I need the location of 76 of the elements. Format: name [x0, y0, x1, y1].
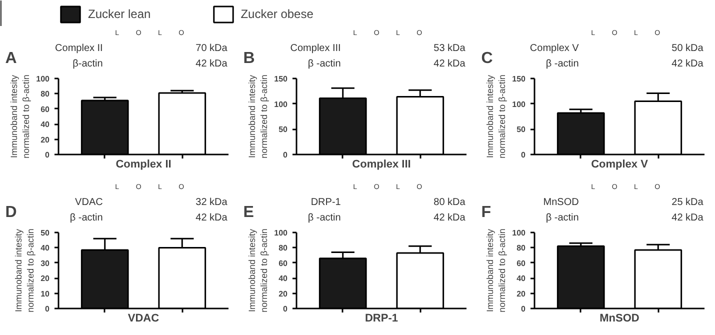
y-axis-title: Immunoband intesity normalized to β-actin [485, 74, 508, 158]
y-tick-label: 150 [512, 74, 526, 84]
chart-title: B [243, 50, 255, 68]
legend-label: Zucker obese [240, 7, 314, 21]
text: 25 kDa [672, 197, 704, 208]
y-tick-label: 80 [40, 90, 50, 99]
legend-label: Zucker lean [88, 7, 151, 21]
text: 42 kDa [672, 212, 704, 224]
y-tick-label: 40 [40, 120, 50, 130]
text: 42 kDa [434, 58, 466, 70]
text: 42 kDa [196, 58, 228, 70]
x-axis-title: Complex III [352, 158, 411, 170]
x-axis-title: Complex V [591, 158, 649, 170]
y-tick-label: 20 [516, 289, 526, 298]
y-tick-label: 60 [278, 258, 288, 268]
y-tick-label: 60 [516, 258, 526, 268]
chart-title: C [481, 50, 494, 68]
y-tick-label: 80 [516, 244, 526, 253]
text: β-actin [72, 58, 103, 70]
y-tick-label: 0 [45, 304, 50, 314]
y-axis-title: Immunoband intesity normalized to β-actin [247, 228, 270, 312]
text: 53 kDa [434, 43, 466, 54]
text: 70 kDa [196, 43, 228, 54]
y-tick-label: 30 [40, 258, 50, 268]
text: Complex III [290, 43, 341, 54]
y-axis-title: Immunoband intesity normalized to β-actin [247, 74, 270, 158]
text: β -actin [546, 58, 579, 70]
y-tick-label: 100 [512, 228, 526, 238]
text: DRP-1 [310, 197, 342, 208]
y-tick-label: 50 [278, 125, 288, 134]
y-tick-label: 40 [40, 244, 50, 253]
y-tick-label: 0 [45, 150, 50, 160]
y-tick-label: 50 [516, 125, 526, 134]
x-axis-title: Complex II [116, 158, 172, 170]
y-tick-label: 100 [36, 74, 50, 84]
x-axis-title: DRP-1 [364, 312, 398, 324]
y-tick-label: 60 [40, 104, 50, 114]
y-tick-label: 0 [521, 304, 526, 314]
text: 42 kDa [672, 58, 704, 70]
y-tick-label: 80 [278, 244, 288, 253]
y-axis-title: Immunoband intesity normalized to β-actin [14, 228, 36, 312]
y-tick-label: 40 [278, 274, 288, 284]
chart-title: D [5, 204, 17, 222]
text: β -actin [70, 212, 103, 224]
text: 32 kDa [196, 197, 228, 208]
text: 80 kDa [434, 197, 466, 208]
text: 42 kDa [434, 212, 466, 224]
chart-title: A [5, 50, 18, 68]
y-tick-label: 20 [278, 289, 288, 298]
y-tick-label: 40 [516, 274, 526, 284]
y-tick-label: 100 [274, 100, 288, 109]
y-tick-label: 100 [274, 228, 288, 238]
text: β -actin [308, 58, 341, 70]
x-axis-title: MnSOD [600, 312, 640, 324]
y-tick-label: 20 [40, 135, 50, 144]
text: VDAC [75, 197, 103, 208]
text: β -actin [308, 212, 341, 224]
chart-title: E [243, 204, 254, 222]
y-tick-label: 10 [40, 289, 50, 298]
y-axis-title: Immunoband intesity normalized to β-actin [9, 74, 32, 158]
y-tick-label: 0 [283, 150, 288, 160]
y-tick-label: 50 [40, 228, 50, 238]
y-tick-label: 0 [521, 150, 526, 160]
text: Complex II [55, 43, 103, 54]
text: Complex V [530, 43, 580, 54]
x-axis-title: VDAC [128, 312, 160, 324]
y-tick-label: 20 [40, 274, 50, 284]
y-tick-label: 150 [274, 74, 288, 84]
chart-title: F [481, 204, 492, 222]
text: MnSOD [543, 197, 579, 208]
text: β -actin [546, 212, 579, 224]
text: 42 kDa [196, 212, 228, 224]
y-axis-title: Immunoband intesity normalized to β-actin [485, 228, 508, 312]
y-tick-label: 100 [512, 100, 526, 109]
text: 50 kDa [672, 43, 704, 54]
y-tick-label: 0 [283, 304, 288, 314]
